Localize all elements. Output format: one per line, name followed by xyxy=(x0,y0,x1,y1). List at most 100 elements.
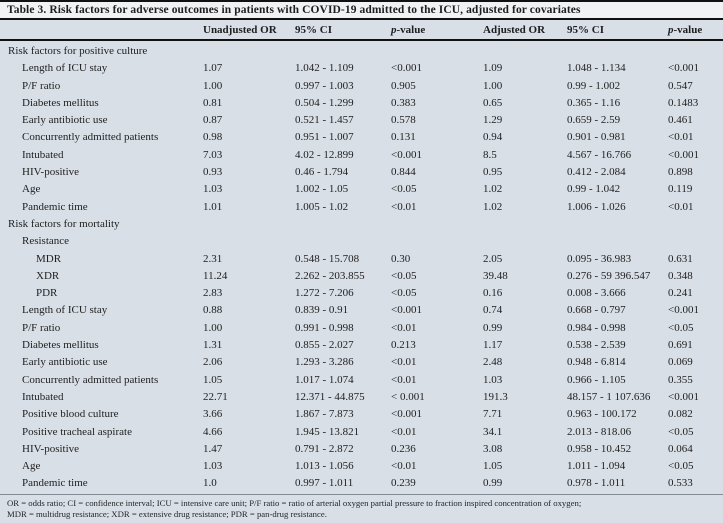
row-label: Early antibiotic use xyxy=(22,356,108,369)
row-label: Positive tracheal aspirate xyxy=(22,425,132,438)
value-cell: 7.03 xyxy=(203,148,223,161)
table-row: Positive blood culture 3.66 1.867 - 7.873 <… xyxy=(0,406,723,423)
value-cell: 2.31 xyxy=(203,252,223,265)
value-cell: 1.07 xyxy=(203,62,223,75)
row-label: Concurrently admitted patients xyxy=(22,131,159,144)
value-cell: 1.02 xyxy=(483,200,503,213)
value-cell: 0.547 xyxy=(668,79,693,92)
value-cell: 1.867 - 7.873 xyxy=(295,408,354,421)
value-cell: 0.99 - 1.002 xyxy=(567,79,621,92)
value-cell: 2.83 xyxy=(203,287,223,300)
value-cell: <0.001 xyxy=(668,304,699,317)
value-cell: 0.46 - 1.794 xyxy=(295,166,349,179)
row-label: Concurrently admitted patients xyxy=(22,373,159,386)
table-header-row: Unadjusted OR 95% CI p-value Adjusted OR 95%… xyxy=(0,22,723,41)
row-label: P/F ratio xyxy=(22,79,61,92)
value-cell: 2.05 xyxy=(483,252,503,265)
value-cell: 12.371 - 44.875 xyxy=(295,390,365,403)
value-cell: 0.095 - 36.983 xyxy=(567,252,632,265)
value-cell: 0.901 - 0.981 xyxy=(567,131,626,144)
value-cell: 1.17 xyxy=(483,339,503,352)
value-cell: 2.262 - 203.855 xyxy=(295,269,365,282)
value-cell: 0.997 - 1.003 xyxy=(295,79,354,92)
value-cell: 0.958 - 10.452 xyxy=(567,442,632,455)
value-cell: 3.66 xyxy=(203,408,223,421)
value-cell: < 0.001 xyxy=(391,390,425,403)
value-cell: 0.948 - 6.814 xyxy=(567,356,626,369)
value-cell: 0.984 - 0.998 xyxy=(567,321,626,334)
value-cell: <0.01 xyxy=(391,356,417,369)
value-cell: 1.05 xyxy=(483,460,503,473)
row-label: Age xyxy=(22,460,41,473)
value-cell: 0.383 xyxy=(391,96,416,109)
value-cell: <0.01 xyxy=(391,321,417,334)
value-cell: <0.01 xyxy=(391,460,417,473)
value-cell: 0.65 xyxy=(483,96,503,109)
table-row: Early antibiotic use 2.06 1.293 - 3.286 <0.… xyxy=(0,354,723,371)
table-row: Positive tracheal aspirate 4.66 1.945 - 13… xyxy=(0,424,723,441)
value-cell: 0.30 xyxy=(391,252,411,265)
value-cell: 1.03 xyxy=(203,460,223,473)
value-cell: 0.538 - 2.539 xyxy=(567,339,626,352)
value-cell: <0.01 xyxy=(668,200,694,213)
row-label: Early antibiotic use xyxy=(22,114,108,127)
value-cell: 0.791 - 2.872 xyxy=(295,442,354,455)
table-row: PDR 2.83 1.272 - 7.206 <0.05 0.16 0.008 - 3.6… xyxy=(0,285,723,302)
table-title: Table 3. Risk factors for adverse outcom… xyxy=(0,0,723,20)
value-cell: 0.412 - 2.084 xyxy=(567,166,626,179)
table-row: Intubated 7.03 4.02 - 12.899 <0.001 8.5 4.567… xyxy=(0,147,723,164)
value-cell: 0.239 xyxy=(391,477,416,490)
table-row: Intubated 22.71 12.371 - 44.875 < 0.001 191.… xyxy=(0,389,723,406)
row-label: Pandemic time xyxy=(22,477,88,490)
table-row: Early antibiotic use 0.87 0.521 - 1.457 0.5… xyxy=(0,112,723,129)
value-cell: 0.276 - 59 396.547 xyxy=(567,269,651,282)
value-cell: 0.533 xyxy=(668,477,693,490)
value-cell: 2.48 xyxy=(483,356,503,369)
value-cell: <0.01 xyxy=(391,200,417,213)
value-cell: 0.99 xyxy=(483,321,503,334)
table-row: P/F ratio 1.00 0.997 - 1.003 0.905 1.00 0.99 … xyxy=(0,78,723,95)
value-cell: 1.0 xyxy=(203,477,217,490)
value-cell: 0.855 - 2.027 xyxy=(295,339,354,352)
row-label: Length of ICU stay xyxy=(22,62,108,75)
value-cell: <0.05 xyxy=(668,425,694,438)
value-cell: 1.09 xyxy=(483,62,503,75)
value-cell: 0.963 - 100.172 xyxy=(567,408,637,421)
value-cell: 2.06 xyxy=(203,356,223,369)
value-cell: 0.839 - 0.91 xyxy=(295,304,349,317)
value-cell: 22.71 xyxy=(203,390,228,403)
value-cell: 0.991 - 0.998 xyxy=(295,321,354,334)
column-header: Unadjusted OR xyxy=(203,24,277,36)
value-cell: 0.997 - 1.011 xyxy=(295,477,354,490)
value-cell: 0.082 xyxy=(668,408,693,421)
value-cell: <0.05 xyxy=(668,321,694,334)
value-cell: 4.567 - 16.766 xyxy=(567,148,632,161)
value-cell: 7.71 xyxy=(483,408,503,421)
row-label: Pandemic time xyxy=(22,200,88,213)
row-label: HIV-positive xyxy=(22,166,80,179)
value-cell: 0.064 xyxy=(668,442,693,455)
value-cell: <0.05 xyxy=(391,287,417,300)
value-cell: 1.47 xyxy=(203,442,223,455)
column-header: 95% CI xyxy=(295,24,332,36)
value-cell: <0.001 xyxy=(391,148,422,161)
value-cell: <0.05 xyxy=(668,460,694,473)
value-cell: <0.001 xyxy=(668,148,699,161)
value-cell: 0.905 xyxy=(391,79,416,92)
value-cell: 0.241 xyxy=(668,287,693,300)
value-cell: 0.16 xyxy=(483,287,503,300)
row-label: HIV-positive xyxy=(22,442,80,455)
value-cell: 1.29 xyxy=(483,114,503,127)
row-label: Risk factors for positive culture xyxy=(8,45,148,57)
value-cell: 39.48 xyxy=(483,269,508,282)
value-cell: 48.157 - 1 107.636 xyxy=(567,390,651,403)
row-label: Intubated xyxy=(22,148,64,161)
value-cell: 0.131 xyxy=(391,131,416,144)
value-cell: 0.348 xyxy=(668,269,693,282)
row-label: Intubated xyxy=(22,390,64,403)
value-cell: 0.119 xyxy=(668,183,693,196)
value-cell: 1.05 xyxy=(203,373,223,386)
value-cell: 0.898 xyxy=(668,166,693,179)
value-cell: 1.042 - 1.109 xyxy=(295,62,354,75)
